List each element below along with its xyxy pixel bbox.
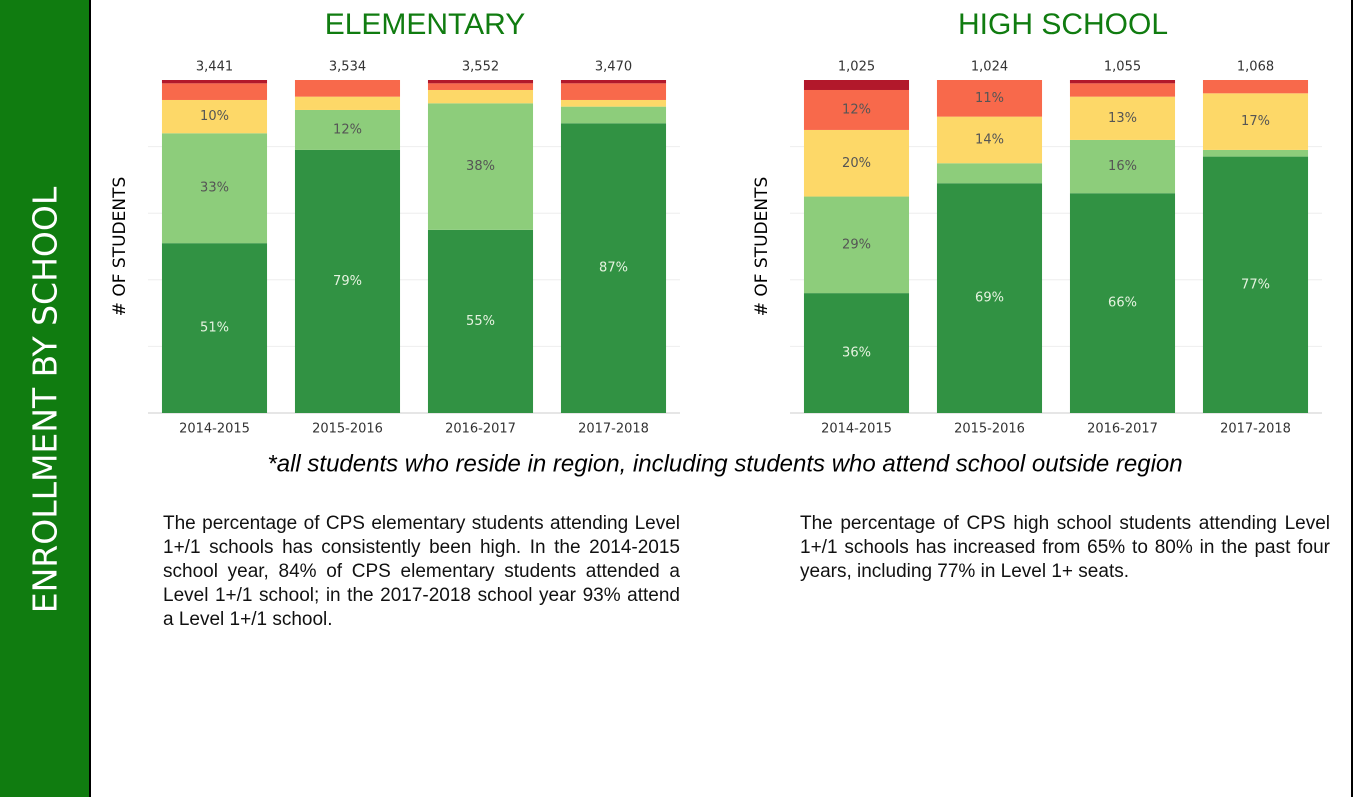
data-label: 12% [842, 102, 871, 117]
total-label: 1,024 [971, 60, 1008, 75]
bar-segment [427, 89, 534, 104]
bar-segment [161, 83, 268, 100]
footnote: *all students who reside in region, incl… [267, 450, 1182, 477]
data-label: 29% [842, 237, 871, 252]
bar-segment [161, 99, 268, 134]
bar-segment [560, 106, 667, 124]
paragraph: The percentage of CPS high school studen… [800, 513, 1330, 582]
x-tick-label: 2015-2016 [312, 422, 383, 437]
bar-segment [427, 80, 534, 84]
bar-segment [803, 293, 910, 413]
bar-segment [1069, 193, 1176, 413]
data-label: 87% [599, 261, 628, 276]
y-axis-label: # OF STUDENTS [752, 177, 772, 317]
bar-segment [294, 96, 401, 110]
total-label: 3,552 [462, 60, 499, 75]
data-label: 38% [466, 159, 495, 174]
bar-segment [161, 133, 268, 244]
chart-title: ELEMENTARY [325, 8, 526, 41]
bar-segment [427, 103, 534, 230]
data-label: 10% [200, 109, 229, 124]
bar-segment [936, 116, 1043, 164]
data-label: 11% [975, 91, 1004, 106]
bar-segment [803, 89, 910, 130]
bar-segment [936, 183, 1043, 413]
x-tick-label: 2017-2018 [578, 422, 649, 437]
data-label: 13% [1108, 111, 1137, 126]
total-label: 1,068 [1237, 60, 1274, 75]
bar-segment [427, 83, 534, 90]
bar-segment [294, 80, 401, 97]
bar-segment [803, 129, 910, 197]
bar-segment [560, 99, 667, 107]
bar-segment [1202, 93, 1309, 150]
total-label: 3,441 [196, 60, 233, 75]
bar-segment [1069, 80, 1176, 84]
bar-segment [427, 229, 534, 413]
data-label: 14% [975, 132, 1004, 147]
data-label: 33% [200, 181, 229, 196]
chart-title: HIGH SCHOOL [958, 8, 1168, 41]
bar-segment [803, 196, 910, 294]
data-label: 77% [1241, 277, 1270, 292]
bar-segment [1202, 149, 1309, 157]
charts: *all students who reside in region, incl… [110, 8, 1322, 477]
bar-segment [1069, 139, 1176, 194]
data-label: 55% [466, 314, 495, 329]
total-label: 1,055 [1104, 60, 1141, 75]
data-label: 12% [333, 122, 362, 137]
data-label: 51% [200, 321, 229, 336]
paragraph: The percentage of CPS elementary student… [163, 513, 680, 630]
x-tick-label: 2015-2016 [954, 422, 1025, 437]
bar-segment [1069, 96, 1176, 140]
bar-segment [560, 123, 667, 413]
data-label: 17% [1241, 114, 1270, 129]
data-label: 79% [333, 274, 362, 289]
x-tick-label: 2017-2018 [1220, 422, 1291, 437]
frame-edge [1351, 0, 1353, 797]
data-label: 69% [975, 291, 1004, 306]
data-label: 16% [1108, 159, 1137, 174]
bar-segment [936, 163, 1043, 184]
bar-segment [1202, 80, 1309, 94]
data-label: 20% [842, 156, 871, 171]
total-label: 3,534 [329, 60, 366, 75]
bar-segment [1202, 156, 1309, 413]
total-label: 3,470 [595, 60, 632, 75]
bar-segment [560, 80, 667, 84]
bar-segment [294, 109, 401, 150]
bar-segment [560, 83, 667, 100]
total-label: 1,025 [838, 60, 875, 75]
data-label: 66% [1108, 296, 1137, 311]
x-tick-label: 2016-2017 [1087, 422, 1158, 437]
data-label: 36% [842, 346, 871, 361]
bar-segment [803, 80, 910, 90]
y-axis-label: # OF STUDENTS [110, 177, 130, 317]
sidebar: ENROLLMENT BY SCHOOL [0, 0, 91, 797]
x-tick-label: 2014-2015 [821, 422, 892, 437]
bar-segment [161, 80, 268, 84]
bar-segment [1069, 83, 1176, 97]
bar-segment [936, 80, 1043, 117]
x-tick-label: 2014-2015 [179, 422, 250, 437]
bar-segment [161, 243, 268, 413]
bar-segment [294, 149, 401, 413]
x-tick-label: 2016-2017 [445, 422, 516, 437]
